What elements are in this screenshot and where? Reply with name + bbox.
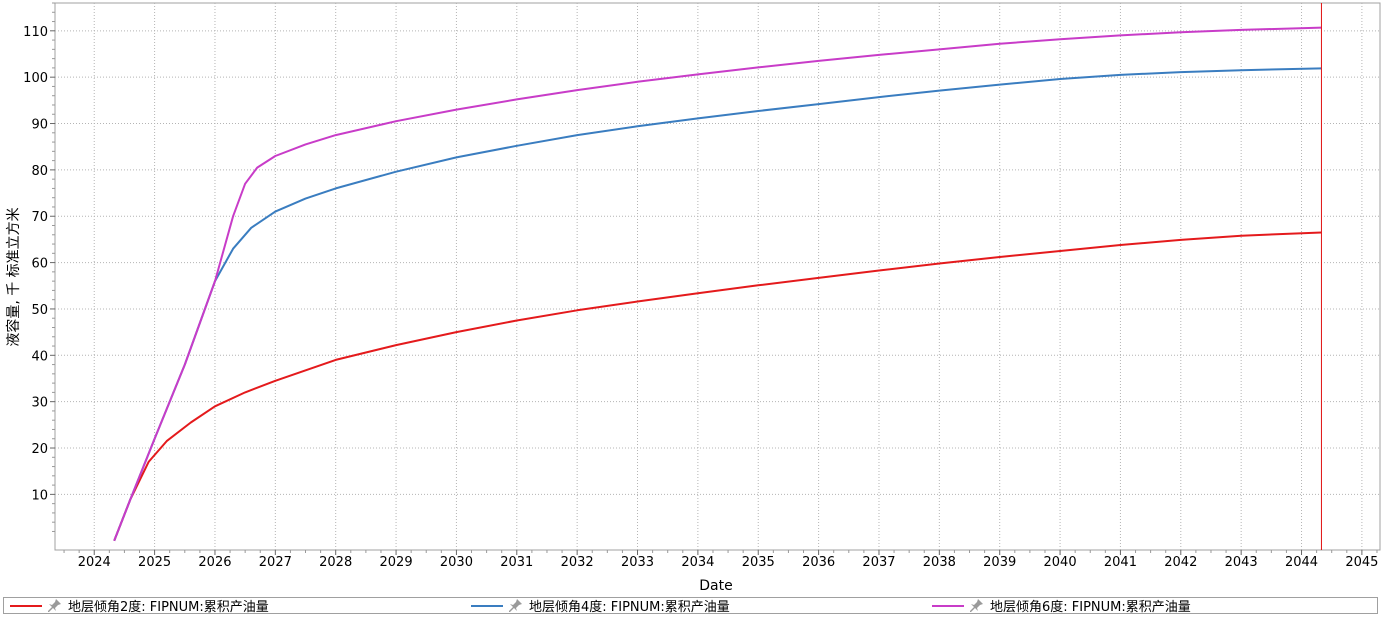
legend-label: 地层倾角4度: FIPNUM:累积产油量 [529,600,730,615]
x-tick-label: 2044 [1285,555,1318,570]
y-tick-label: 80 [31,164,48,179]
y-tick-label: 110 [23,25,48,40]
x-tick-label: 2033 [621,555,654,570]
legend-line-icon [471,604,503,607]
pin-icon[interactable] [48,598,62,613]
x-tick-label: 2043 [1225,555,1258,570]
legend-item-1[interactable]: 地层倾角4度: FIPNUM:累积产油量 [471,598,730,615]
legend-item-0[interactable]: 地层倾角2度: FIPNUM:累积产油量 [10,598,269,615]
x-axis-label: Date [699,578,732,594]
legend-label: 地层倾角2度: FIPNUM:累积产油量 [68,600,269,615]
series-line-1 [113,67,1322,542]
x-tick-label: 2034 [681,555,714,570]
y-tick-label: 40 [31,349,48,364]
x-tick-label: 2024 [78,555,111,570]
x-tick-label: 2035 [742,555,775,570]
y-tick-label: 20 [31,442,48,457]
legend-label: 地层倾角6度: FIPNUM:累积产油量 [990,600,1191,615]
x-tick-label: 2027 [259,555,292,570]
legend: 地层倾角2度: FIPNUM:累积产油量 地层倾角4度: FIPNUM:累积产油… [3,597,1378,615]
x-tick-label: 2041 [1104,555,1137,570]
y-tick-label: 100 [23,71,48,86]
x-tick-label: 2030 [440,555,473,570]
pin-icon[interactable] [509,598,523,613]
x-tick-label: 2045 [1345,555,1378,570]
x-tick-label: 2040 [1044,555,1077,570]
x-tick-label: 2025 [138,555,171,570]
y-tick-label: 10 [31,488,48,503]
x-tick-label: 2031 [500,555,533,570]
y-axis-label: 液容量, 千 标准立方米 [5,207,22,346]
plot-area [54,2,1381,551]
x-tick-label: 2026 [198,555,231,570]
y-tick-label: 70 [31,210,48,225]
legend-item-2[interactable]: 地层倾角6度: FIPNUM:累积产油量 [932,598,1191,615]
y-tick-label: 50 [31,303,48,318]
x-tick-label: 2036 [802,555,835,570]
x-tick-label: 2029 [380,555,413,570]
pin-icon[interactable] [970,598,984,613]
series-line-2 [113,26,1322,542]
y-tick-label: 90 [31,118,48,133]
chart-svg: 2024 2025 2026 2027 2028 2029 2030 2031 2032 2033… [5,2,1381,594]
x-tick-label: 2038 [923,555,956,570]
x-tick-label: 2028 [319,555,352,570]
series-line-0 [113,231,1322,542]
x-tick-label: 2037 [862,555,895,570]
x-tick-label: 2032 [561,555,594,570]
x-tick-label: 2039 [983,555,1016,570]
y-tick-label: 60 [31,257,48,272]
y-tick-label: 30 [31,396,48,411]
legend-line-icon [10,604,42,607]
x-tick-label: 2042 [1164,555,1197,570]
legend-line-icon [932,604,964,607]
